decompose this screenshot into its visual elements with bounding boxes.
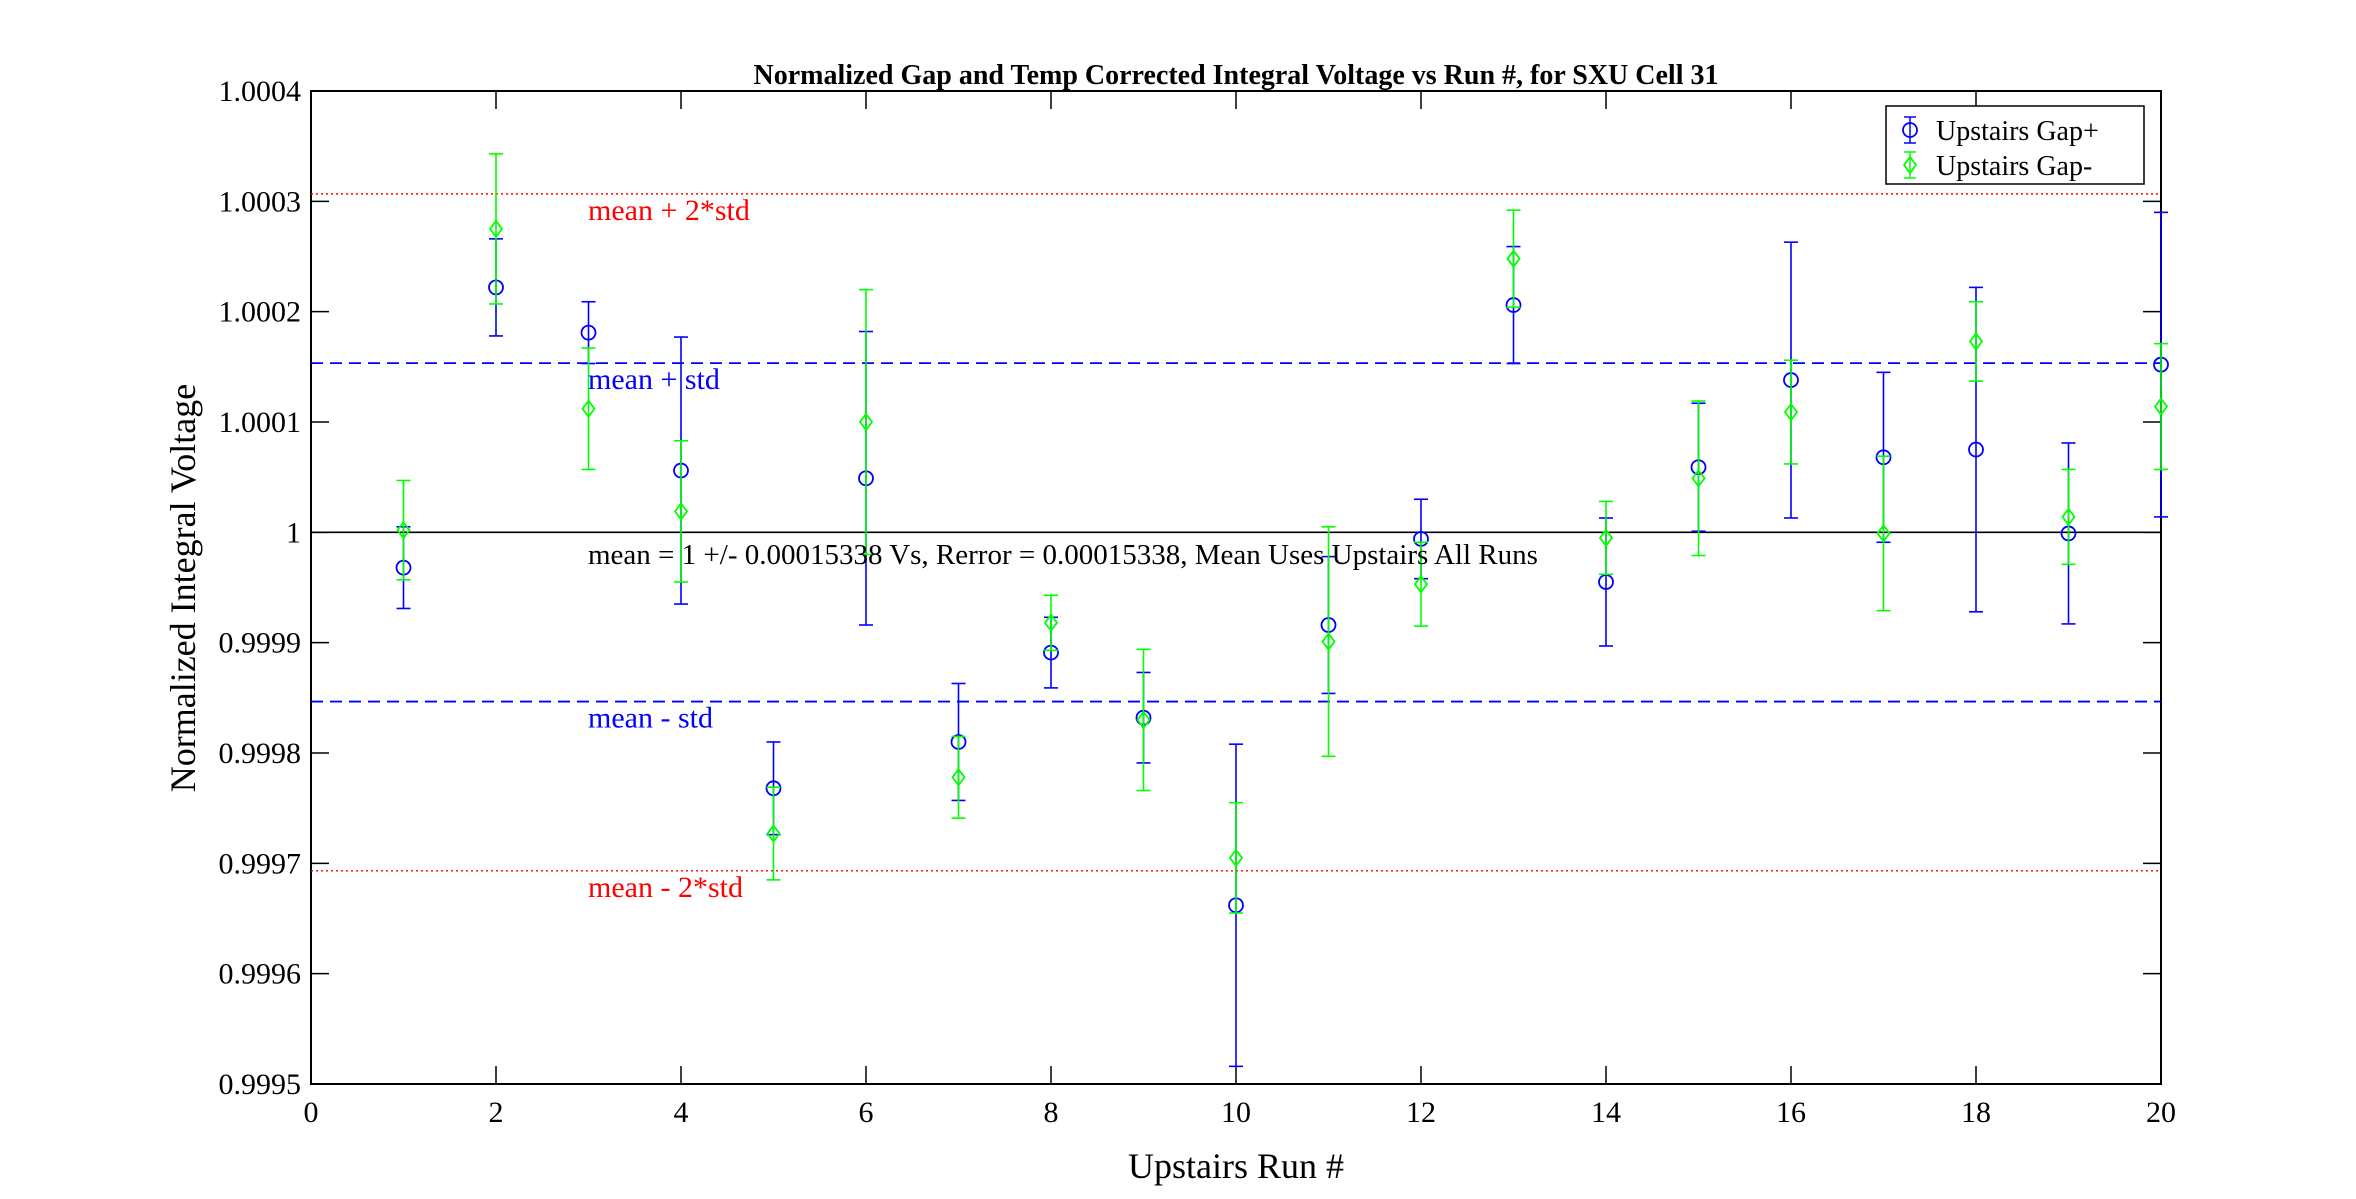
data-point [488,219,504,239]
y-tick-label: 1.0002 [219,296,302,329]
y-tick-label: 1.0004 [219,75,302,108]
legend-marker [1902,155,1918,175]
series-diamond [396,153,2169,914]
legend: Upstairs Gap+ Upstairs Gap- [1885,105,2145,185]
y-tick-label: 0.9998 [219,737,302,770]
data-point [1043,613,1059,633]
x-tick-label: 16 [1776,1096,1806,1129]
y-tick-label: 1 [286,516,301,549]
data-point [1968,441,1984,458]
legend-box [1885,105,2145,185]
data-point [581,399,596,419]
reference-line-label: mean - 2*std [588,871,743,904]
data-point [1506,249,1521,269]
y-tick-label: 0.9997 [219,847,302,880]
chart-title: Normalized Gap and Temp Corrected Integr… [754,60,1719,91]
data-point [2061,507,2076,527]
mean-annotation: mean = 1 +/- 0.00015338 Vs, Rerror = 0.0… [588,539,1538,571]
data-point [396,520,411,540]
reference-lines [311,193,2161,872]
data-point [1321,632,1336,652]
data-point [951,767,966,787]
x-tick-label: 18 [1961,1096,1991,1129]
legend-label: Upstairs Gap+ [1936,116,2099,147]
data-point [766,824,781,844]
y-tick-label: 0.9999 [219,627,302,660]
series-layer [395,153,2169,1068]
x-tick-label: 14 [1591,1096,1621,1129]
x-tick-label: 6 [859,1096,874,1129]
legend-marker [1902,122,1918,138]
data-point [858,412,874,432]
data-point [1968,331,1984,351]
data-point [1228,848,1244,868]
data-point [1876,523,1891,543]
reference-line-label: mean + 2*std [588,194,750,227]
data-point [580,324,597,341]
reference-line-label: mean + std [588,363,720,396]
axis-ticks: 0 2 4 6 8 10 12 14 16 18 20 0.9995 0.9996 0.9997 0.999… [219,75,2177,1129]
x-tick-label: 4 [674,1096,689,1129]
reference-line-label: mean - std [588,702,713,735]
y-tick-label: 0.9995 [219,1068,302,1101]
data-point [673,501,689,521]
y-axis-label: Normalized Integral Voltage [163,384,203,793]
y-tick-label: 0.9996 [219,958,302,991]
y-tick-label: 1.0001 [219,406,302,439]
x-tick-label: 12 [1406,1096,1436,1129]
x-axis-label: Upstairs Run # [1128,1146,1344,1186]
x-tick-label: 0 [304,1096,319,1129]
data-point [1691,468,1706,488]
data-point [1598,528,1614,548]
legend-label: Upstairs Gap- [1936,151,2092,182]
data-point [1413,574,1429,594]
data-point [2153,397,2169,417]
x-tick-label: 10 [1221,1096,1251,1129]
x-tick-label: 8 [1044,1096,1059,1129]
reference-labels: mean + std mean - std mean + 2*std mean - 2… [588,194,750,904]
y-tick-label: 1.0003 [219,185,302,218]
x-tick-label: 20 [2146,1096,2176,1129]
x-tick-label: 2 [489,1096,504,1129]
data-point [1783,402,1799,422]
data-point [1136,710,1151,730]
